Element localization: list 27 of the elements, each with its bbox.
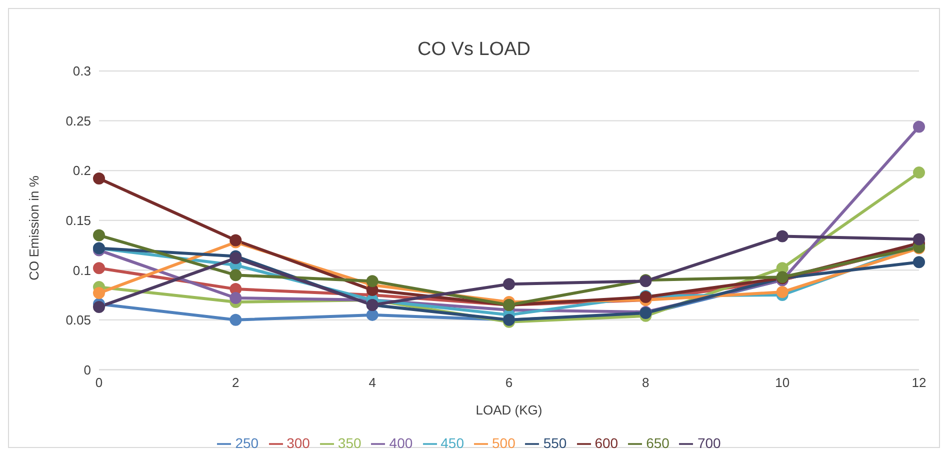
x-tick-label: 10 bbox=[775, 374, 790, 390]
x-axis-title: LOAD (KG) bbox=[476, 402, 542, 418]
chart-title: CO Vs LOAD bbox=[416, 39, 532, 61]
y-axis-title: CO Emission in % bbox=[26, 175, 42, 280]
x-tick-label: 12 bbox=[912, 374, 926, 390]
x-tick-label: 8 bbox=[642, 374, 650, 390]
legend-label: 600 bbox=[594, 434, 618, 451]
y-tick-label: 0.2 bbox=[72, 163, 91, 178]
legend-label: 700 bbox=[697, 434, 721, 451]
y-tick-label: 0.15 bbox=[66, 212, 91, 228]
legend-label: 350 bbox=[338, 434, 362, 451]
legend-label: 500 bbox=[492, 434, 516, 451]
legend-label: 450 bbox=[440, 434, 464, 451]
y-tick-label: 0.05 bbox=[66, 312, 91, 328]
y-tick-label: 0 bbox=[84, 362, 91, 378]
x-tick-label: 2 bbox=[232, 374, 240, 390]
y-tick-label: 0.25 bbox=[66, 113, 91, 128]
legend-label: 250 bbox=[235, 434, 259, 451]
legend-label: 650 bbox=[646, 434, 670, 451]
legend-label: 550 bbox=[543, 434, 567, 451]
y-tick-label: 0.3 bbox=[72, 64, 91, 79]
y-tick-label: 0.1 bbox=[72, 262, 91, 278]
legend-label: 400 bbox=[389, 434, 413, 451]
x-tick-label: 4 bbox=[368, 374, 376, 390]
legend-label: 300 bbox=[286, 434, 310, 451]
x-tick-label: 0 bbox=[95, 374, 103, 390]
x-tick-label: 6 bbox=[505, 374, 513, 390]
